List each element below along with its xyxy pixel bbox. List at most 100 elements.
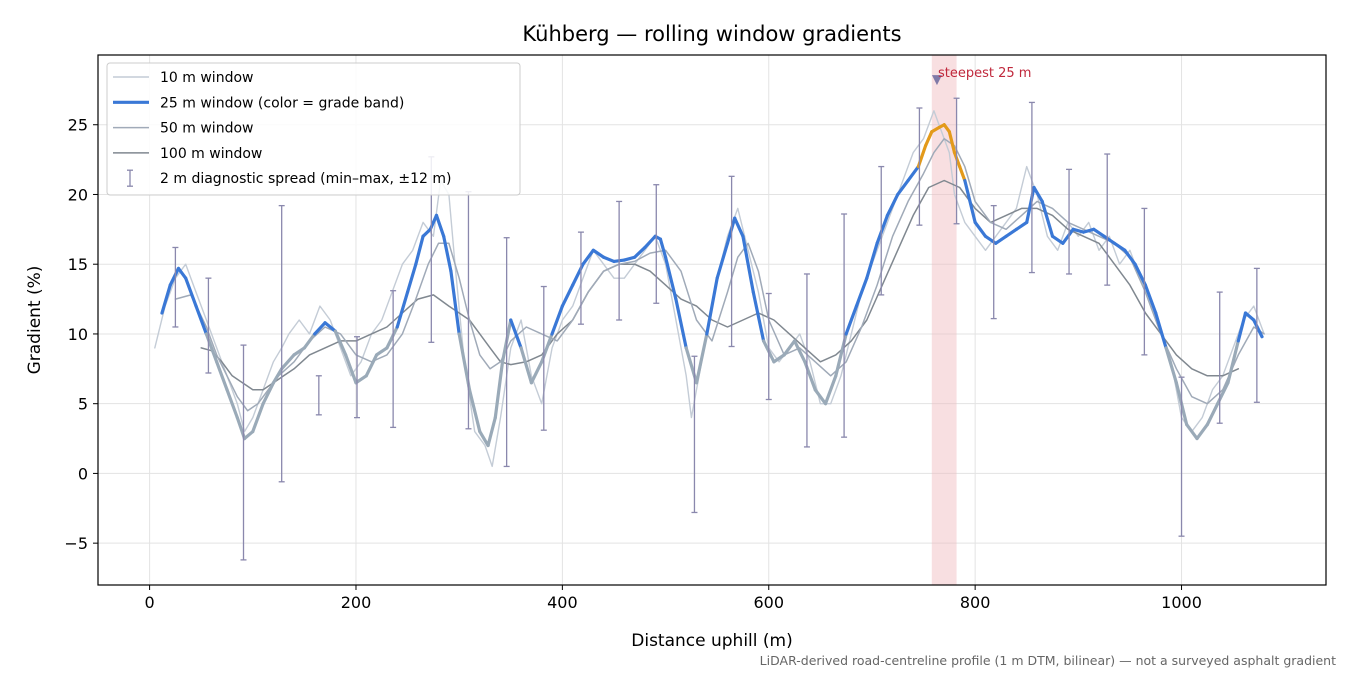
series-25m-segment [467, 388, 482, 434]
steepest-marker-triangle [931, 75, 942, 86]
series-25m-segment [751, 290, 766, 343]
series-25m-segment [694, 332, 709, 385]
series-25m-segment [414, 234, 425, 266]
y-tick-label: 10 [68, 325, 88, 344]
series-25m-segment [421, 227, 432, 238]
errorbar [803, 273, 810, 448]
x-tick-label: 200 [341, 593, 372, 612]
y-tick-label: 5 [78, 395, 88, 414]
series-25m-segment [550, 304, 564, 336]
series-25m-segment [1252, 318, 1264, 339]
series-50m-line [174, 137, 1265, 412]
series-25m-segment [1205, 402, 1220, 427]
errorbar [1178, 376, 1185, 537]
errorbar [691, 355, 698, 514]
series-25m-segment [1133, 262, 1148, 287]
series-25m-segment [733, 216, 745, 238]
series-25m-segment [674, 297, 688, 350]
series-25m-segment [963, 178, 977, 224]
series-25m-segment [875, 213, 890, 245]
x-tick-label: 400 [547, 593, 578, 612]
series-25m-segment [194, 304, 208, 336]
series-25m-segment [449, 269, 461, 336]
series-25m-segment [885, 192, 900, 217]
errorbar [577, 231, 584, 325]
steepest-marker-group: steepest 25 m [931, 66, 1031, 86]
series-25m-segment [478, 429, 490, 448]
series-25m-segment [184, 276, 198, 308]
legend-item-err: 2 m diagnostic spread (min–max, ±12 m) [127, 169, 451, 187]
legend-label: 2 m diagnostic spread (min–max, ±12 m) [160, 171, 451, 187]
series-25m-segment [705, 276, 719, 336]
y-tick-label: −5 [64, 534, 88, 553]
legend-box [106, 62, 521, 196]
series-25m-segment [323, 321, 337, 333]
errorbar [205, 277, 212, 374]
series-25m-segment [251, 402, 265, 434]
legend-label: 25 m window (color = grade band) [160, 95, 404, 111]
x-axis-label: Distance uphill (m) [631, 631, 792, 651]
series-25m-segment [973, 220, 988, 238]
x-tick-label: 1000 [1161, 593, 1202, 612]
y-axis-label: Gradient (%) [25, 266, 45, 375]
series-25m-segment [385, 325, 399, 350]
series-25m-segment [715, 241, 730, 280]
legend-item-w10: 10 m window [113, 70, 253, 86]
series-25m-segment [261, 381, 276, 406]
errorbar [390, 290, 397, 429]
series-25m-segment [1004, 227, 1019, 238]
errorbar [765, 292, 772, 401]
series-25m-segment [924, 130, 934, 148]
series-25m-segment [1061, 227, 1075, 245]
series-25m-segment [772, 353, 786, 364]
series-25m-segment [1092, 227, 1106, 238]
series-25m-segment [405, 262, 418, 294]
series-25m-segment [493, 360, 505, 420]
series-25m-segment [364, 353, 379, 378]
plot-frame [97, 54, 1327, 586]
series-25m-segment [581, 248, 595, 266]
errorbar [1216, 291, 1223, 424]
series-25m-segment [741, 234, 755, 294]
plot-series [154, 110, 1265, 468]
errorbar [503, 237, 510, 468]
series-25m-segment [1112, 241, 1127, 252]
errorbar [990, 204, 997, 320]
series-25m-segment [168, 266, 181, 287]
series-25m-segment [354, 374, 368, 385]
series-25m-segment [854, 276, 869, 308]
series-25m-segment [1226, 339, 1240, 385]
steepest-25m-highlight [931, 55, 957, 585]
errorbar [1104, 153, 1111, 286]
series-25m-segment [302, 332, 317, 350]
series-25m-segment [1154, 311, 1168, 350]
errorbar [278, 204, 285, 483]
errorbar [841, 213, 848, 438]
series-25m-segment [225, 388, 239, 420]
series-25m-segment [509, 318, 523, 350]
steepest-annotation: steepest 25 m [938, 66, 1031, 81]
series-25m-segment [1071, 227, 1086, 234]
errorbar [1253, 267, 1260, 403]
x-axis-ticks: 0 200 400 600 800 1000 [145, 585, 1202, 612]
series-25m-segment [434, 213, 446, 238]
errorbar [653, 184, 660, 304]
series-25m-segment [1123, 248, 1137, 266]
series-25m-segment [633, 245, 647, 259]
footnote: LiDAR-derived road-centreline profile (1… [760, 653, 1336, 668]
grid-lines [98, 55, 1326, 585]
errorbar [540, 285, 547, 431]
x-tick-label: 800 [960, 593, 991, 612]
series-25m-segment [519, 346, 534, 385]
errorbar [616, 200, 623, 321]
series-25m-segment [658, 237, 668, 259]
series-25m-segment [622, 255, 637, 262]
series-25m-segment [813, 388, 828, 406]
series-25m-segment [782, 339, 797, 357]
series-25m-segment [1050, 234, 1065, 245]
series-25m-segment [1195, 423, 1209, 441]
legend-item-w25: 25 m window (color = grade band) [113, 95, 404, 111]
series-25m-segment [529, 360, 544, 385]
errorbar [916, 107, 923, 226]
series-25m-segment [792, 339, 807, 364]
